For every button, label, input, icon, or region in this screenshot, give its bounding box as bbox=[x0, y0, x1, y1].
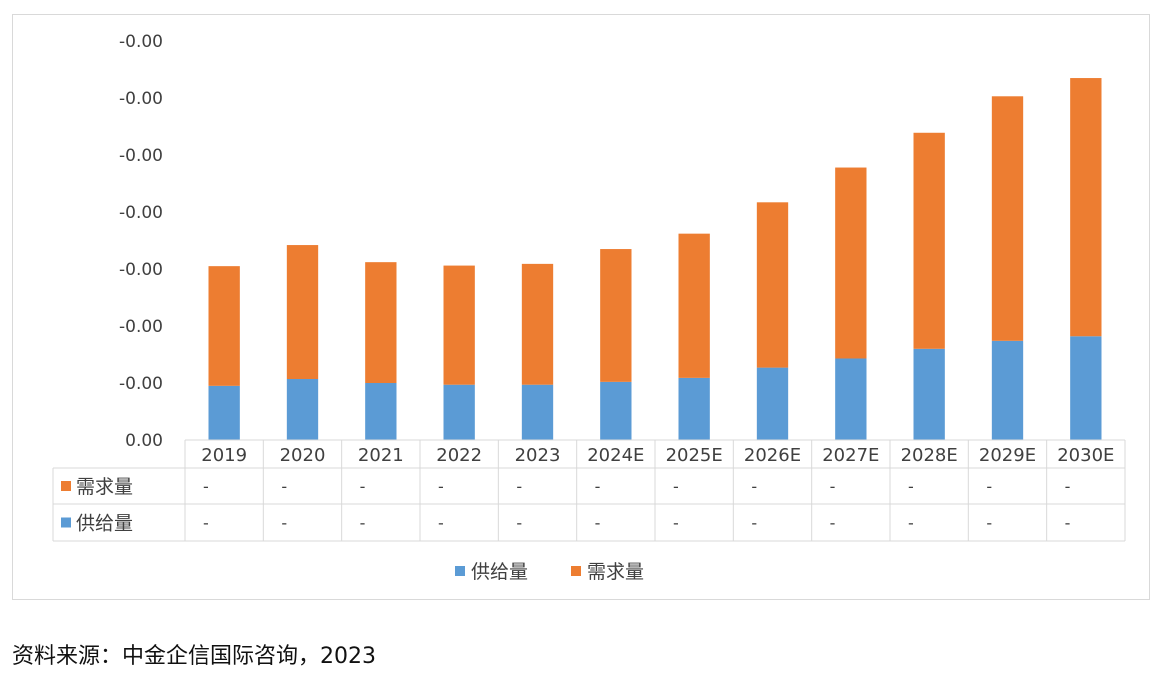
y-tick-label: -0.00 bbox=[119, 32, 163, 52]
table-cell-value: - bbox=[360, 477, 366, 496]
table-cell-value: - bbox=[673, 514, 679, 533]
bar-supply bbox=[443, 384, 475, 440]
bar-demand bbox=[208, 266, 240, 386]
legend-label: 需求量 bbox=[587, 561, 644, 583]
x-tick-label: 2026E bbox=[744, 445, 801, 466]
y-tick-label: -0.00 bbox=[119, 89, 163, 109]
bar-demand bbox=[1070, 78, 1102, 337]
bar-supply bbox=[835, 358, 867, 440]
table-cell-value: - bbox=[360, 514, 366, 533]
bar-demand bbox=[913, 132, 945, 349]
table-cell-value: - bbox=[1065, 477, 1071, 496]
x-tick-label: 2028E bbox=[901, 445, 958, 466]
table-cell-value: - bbox=[438, 514, 444, 533]
table-cell-value: - bbox=[908, 514, 914, 533]
chart-svg: 0.00 -0.00 -0.00 -0.00 -0.00 -0.00 -0.00 -0.00 2… bbox=[52, 32, 1126, 583]
legend-key bbox=[455, 566, 465, 576]
y-tick-label: -0.00 bbox=[119, 260, 163, 280]
chart-frame: 0.00 -0.00 -0.00 -0.00 -0.00 -0.00 -0.00 -0.00 2… bbox=[12, 14, 1150, 600]
bar-supply bbox=[208, 385, 240, 440]
table-row-label: 需求量 bbox=[76, 476, 133, 498]
table-cell-value: - bbox=[751, 514, 757, 533]
x-tick-label: 2029E bbox=[979, 445, 1036, 466]
bar-demand bbox=[600, 249, 632, 382]
y-tick-label: -0.00 bbox=[119, 374, 163, 394]
bar-demand bbox=[443, 265, 475, 385]
table-cell-value: - bbox=[438, 477, 444, 496]
y-tick-label: 0.00 bbox=[125, 431, 163, 451]
legend-key bbox=[571, 566, 581, 576]
x-tick-label: 2020 bbox=[280, 445, 326, 466]
table-cell-value: - bbox=[986, 477, 992, 496]
table-cell-value: - bbox=[1065, 514, 1071, 533]
legend-label: 供给量 bbox=[471, 561, 528, 583]
x-tick-label: 2025E bbox=[666, 445, 723, 466]
table-cell-value: - bbox=[516, 514, 522, 533]
bar-supply bbox=[365, 383, 397, 440]
table-cell-value: - bbox=[908, 477, 914, 496]
table-cell-value: - bbox=[203, 514, 209, 533]
x-tick-label: 2022 bbox=[436, 445, 482, 466]
table-legend-key bbox=[61, 481, 71, 491]
bar-supply bbox=[913, 348, 945, 440]
table-cell-value: - bbox=[986, 514, 992, 533]
table-cell-value: - bbox=[281, 514, 287, 533]
bar-demand bbox=[835, 167, 867, 359]
bar-supply bbox=[991, 340, 1024, 440]
x-tick-label: 2027E bbox=[822, 445, 879, 466]
bar-supply bbox=[1070, 336, 1102, 440]
x-tick-label: 2023 bbox=[515, 445, 561, 466]
table-row-label: 供给量 bbox=[76, 513, 133, 535]
table-cell-value: - bbox=[281, 477, 287, 496]
bar-supply bbox=[678, 377, 710, 440]
source-note: 资料来源：中金企信国际咨询，2023 bbox=[12, 644, 376, 669]
table-cell-value: - bbox=[595, 514, 601, 533]
y-tick-label: -0.00 bbox=[119, 203, 163, 223]
x-tick-label: 2021 bbox=[358, 445, 404, 466]
table-cell-value: - bbox=[203, 477, 209, 496]
bar-demand bbox=[521, 263, 554, 385]
bar-supply bbox=[521, 384, 554, 440]
bar-demand bbox=[991, 96, 1024, 341]
bar-supply bbox=[756, 367, 789, 440]
bar-demand bbox=[365, 262, 397, 383]
x-tick-label: 2030E bbox=[1057, 445, 1114, 466]
table-cell-value: - bbox=[595, 477, 601, 496]
table-cell-value: - bbox=[830, 477, 836, 496]
bar-supply bbox=[286, 379, 319, 440]
bar-demand bbox=[756, 202, 789, 368]
y-tick-label: -0.00 bbox=[119, 146, 163, 166]
table-cell-value: - bbox=[751, 477, 757, 496]
table-cell-value: - bbox=[830, 514, 836, 533]
x-tick-label: 2024E bbox=[587, 445, 644, 466]
x-tick-label: 2019 bbox=[201, 445, 247, 466]
bar-demand bbox=[286, 245, 319, 380]
bar-supply bbox=[600, 381, 632, 440]
table-cell-value: - bbox=[673, 477, 679, 496]
table-legend-key bbox=[61, 517, 71, 528]
bar-demand bbox=[678, 233, 710, 378]
table-cell-value: - bbox=[516, 477, 522, 496]
y-tick-label: -0.00 bbox=[119, 317, 163, 337]
